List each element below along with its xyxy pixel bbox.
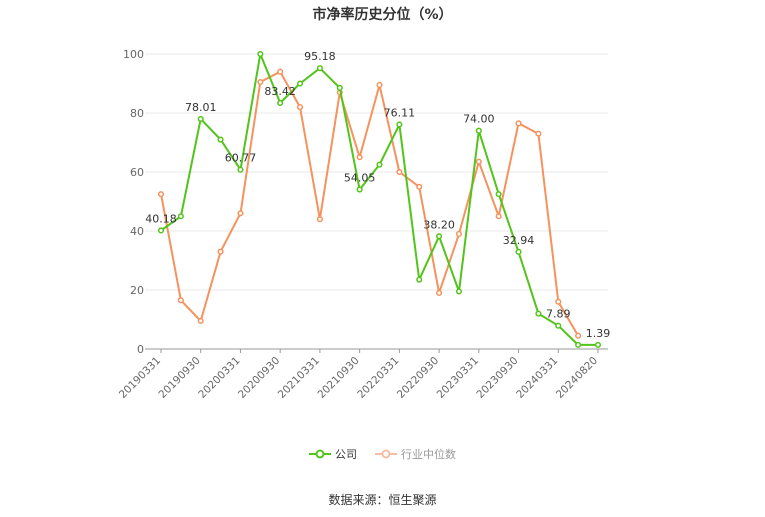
y-tick-label: 20 bbox=[130, 284, 144, 297]
data-point-0 bbox=[257, 50, 264, 58]
data-point-0 bbox=[296, 80, 304, 87]
data-point-1 bbox=[376, 81, 383, 89]
data-point-1 bbox=[277, 68, 284, 75]
legend-item-company[interactable]: 公司 bbox=[309, 446, 357, 462]
x-tick-label: 20190930 bbox=[157, 355, 203, 401]
data-point-0 bbox=[356, 186, 363, 193]
data-point-0 bbox=[277, 99, 284, 106]
chart-title: 市净率历史分位（%） bbox=[312, 7, 453, 23]
line-chart: 0 20 40 60 80 100 2019033120190930202003312020… bbox=[117, 48, 610, 401]
y-tick-label: 60 bbox=[130, 166, 144, 179]
series-line-1 bbox=[160, 70, 579, 337]
data-label: 78.01 bbox=[185, 101, 217, 114]
series-line-0 bbox=[160, 53, 598, 346]
grid-lines bbox=[145, 53, 608, 291]
y-tick-label: 100 bbox=[123, 48, 144, 61]
data-point-1 bbox=[475, 158, 482, 165]
data-label: 7.89 bbox=[546, 308, 571, 321]
data-point-0 bbox=[237, 166, 244, 173]
data-point-1 bbox=[555, 298, 562, 305]
data-point-0 bbox=[555, 322, 562, 329]
x-tick-label: 20240820 bbox=[554, 355, 600, 401]
data-source: 数据来源：恒生聚源 bbox=[328, 493, 437, 507]
data-label: 1.39 bbox=[586, 327, 611, 340]
data-label: 40.18 bbox=[145, 212, 177, 225]
data-point-1 bbox=[237, 210, 244, 217]
data-point-0 bbox=[157, 227, 165, 234]
data-point-0 bbox=[495, 191, 502, 198]
data-point-0 bbox=[416, 276, 423, 283]
data-labels: 40.18 78.01 60.77 83.42 95.18 54.05 76.11 38.20… bbox=[145, 50, 610, 340]
data-point-1 bbox=[535, 130, 542, 137]
data-point-1 bbox=[197, 317, 204, 325]
data-point-0 bbox=[535, 310, 542, 317]
data-label: 32.94 bbox=[503, 234, 535, 247]
data-point-0 bbox=[475, 127, 482, 134]
legend-label-industry-median: 行业中位数 bbox=[401, 448, 456, 461]
legend: 公司 行业中位数 bbox=[0, 446, 765, 462]
data-point-0 bbox=[575, 341, 582, 348]
x-tick-label: 20230930 bbox=[474, 355, 520, 401]
x-tick-label: 20210331 bbox=[276, 355, 322, 401]
legend-swatch-company bbox=[309, 449, 331, 459]
data-point-0 bbox=[177, 213, 184, 220]
data-label: 60.77 bbox=[225, 152, 257, 165]
data-label: 54.05 bbox=[344, 172, 376, 185]
legend-label-company: 公司 bbox=[335, 448, 357, 461]
data-point-1 bbox=[436, 289, 443, 297]
data-point-0 bbox=[455, 288, 463, 295]
data-label: 38.20 bbox=[423, 218, 455, 231]
data-label: 76.11 bbox=[384, 106, 416, 119]
data-point-0 bbox=[515, 248, 522, 255]
x-tick-label: 20220930 bbox=[395, 355, 441, 401]
x-tick-label: 20230331 bbox=[435, 355, 481, 401]
data-point-1 bbox=[356, 154, 363, 161]
data-point-1 bbox=[177, 297, 184, 304]
y-tick-label: 0 bbox=[137, 343, 144, 356]
data-label: 83.42 bbox=[264, 85, 296, 98]
data-point-1 bbox=[575, 332, 582, 339]
data-point-0 bbox=[376, 161, 383, 168]
data-point-1 bbox=[515, 120, 522, 127]
data-point-1 bbox=[217, 248, 224, 255]
data-point-1 bbox=[455, 230, 463, 237]
data-point-0 bbox=[197, 115, 204, 122]
x-tick-label: 20240331 bbox=[514, 355, 560, 401]
data-point-0 bbox=[336, 84, 343, 91]
data-point-1 bbox=[416, 183, 423, 190]
x-tick-label: 20220331 bbox=[355, 355, 401, 401]
x-tick-label: 20200930 bbox=[236, 355, 282, 401]
data-label: 95.18 bbox=[304, 50, 336, 63]
x-tick-label: 20200331 bbox=[196, 355, 242, 401]
x-tick-label: 20210930 bbox=[315, 355, 361, 401]
series-lines bbox=[157, 50, 602, 348]
data-point-0 bbox=[594, 341, 602, 348]
y-tick-label: 40 bbox=[130, 225, 144, 238]
y-tick-label: 80 bbox=[130, 107, 144, 120]
legend-swatch-industry-median bbox=[375, 449, 397, 459]
data-point-1 bbox=[396, 168, 403, 176]
data-point-1 bbox=[296, 104, 304, 111]
legend-item-industry-median[interactable]: 行业中位数 bbox=[375, 446, 456, 462]
data-point-1 bbox=[257, 78, 264, 86]
data-point-0 bbox=[316, 65, 323, 72]
data-label: 74.00 bbox=[463, 113, 495, 126]
data-point-0 bbox=[217, 136, 224, 143]
data-point-1 bbox=[495, 213, 502, 220]
data-point-0 bbox=[436, 233, 443, 240]
data-point-1 bbox=[157, 191, 165, 198]
data-point-0 bbox=[396, 121, 403, 128]
data-point-1 bbox=[316, 216, 323, 223]
x-tick-label: 20190331 bbox=[117, 355, 163, 401]
